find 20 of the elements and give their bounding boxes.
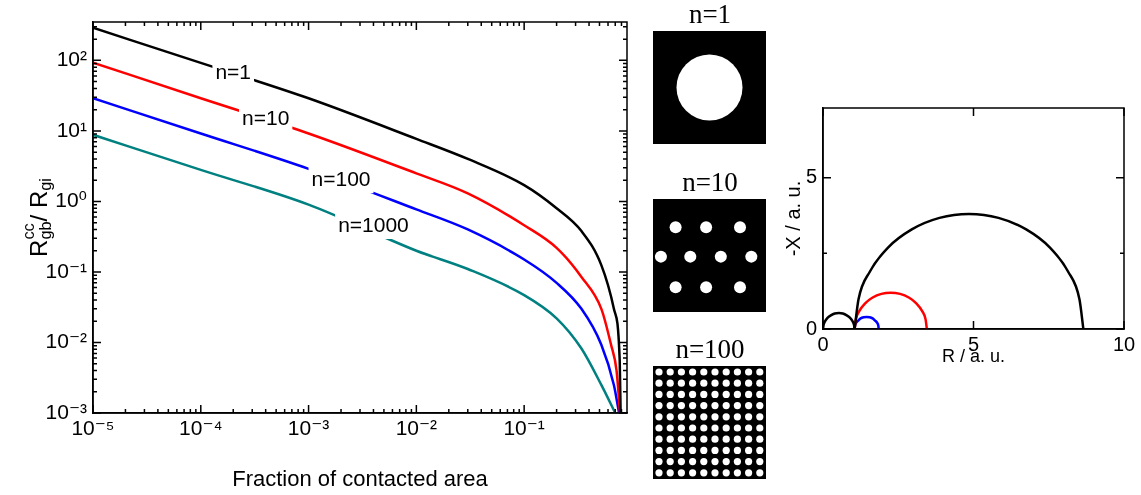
annotation: n=10: [242, 106, 290, 130]
x-tick-label: 10: [1112, 332, 1136, 355]
x-tick-label: 10⁻³: [287, 416, 330, 440]
text: n=100: [674, 334, 746, 364]
x-tick-label: 10⁻²: [395, 416, 438, 440]
x-tick-label: 10⁻¹: [503, 416, 545, 440]
text: n=1: [687, 0, 733, 29]
y-axis-title: -X / a. u.: [781, 180, 804, 257]
y-axis-title: Rccgb/ Rgi: [19, 178, 55, 257]
y-tick-label: 10²: [56, 47, 87, 71]
annotation: n=1000: [338, 212, 409, 236]
x-axis-title: Fraction of contacted area: [232, 465, 489, 491]
y-tick-label: 10⁻¹: [45, 258, 88, 282]
annotation: n=1: [215, 60, 252, 84]
x-tick-label: 10⁻⁵: [71, 416, 115, 440]
x-tick-label: 10⁻⁴: [179, 416, 223, 440]
annotation: n=100: [311, 166, 371, 190]
y-tick-label: 10⁰: [55, 188, 87, 212]
text: n=10: [681, 167, 739, 197]
y-tick-label: 10¹: [56, 117, 87, 141]
